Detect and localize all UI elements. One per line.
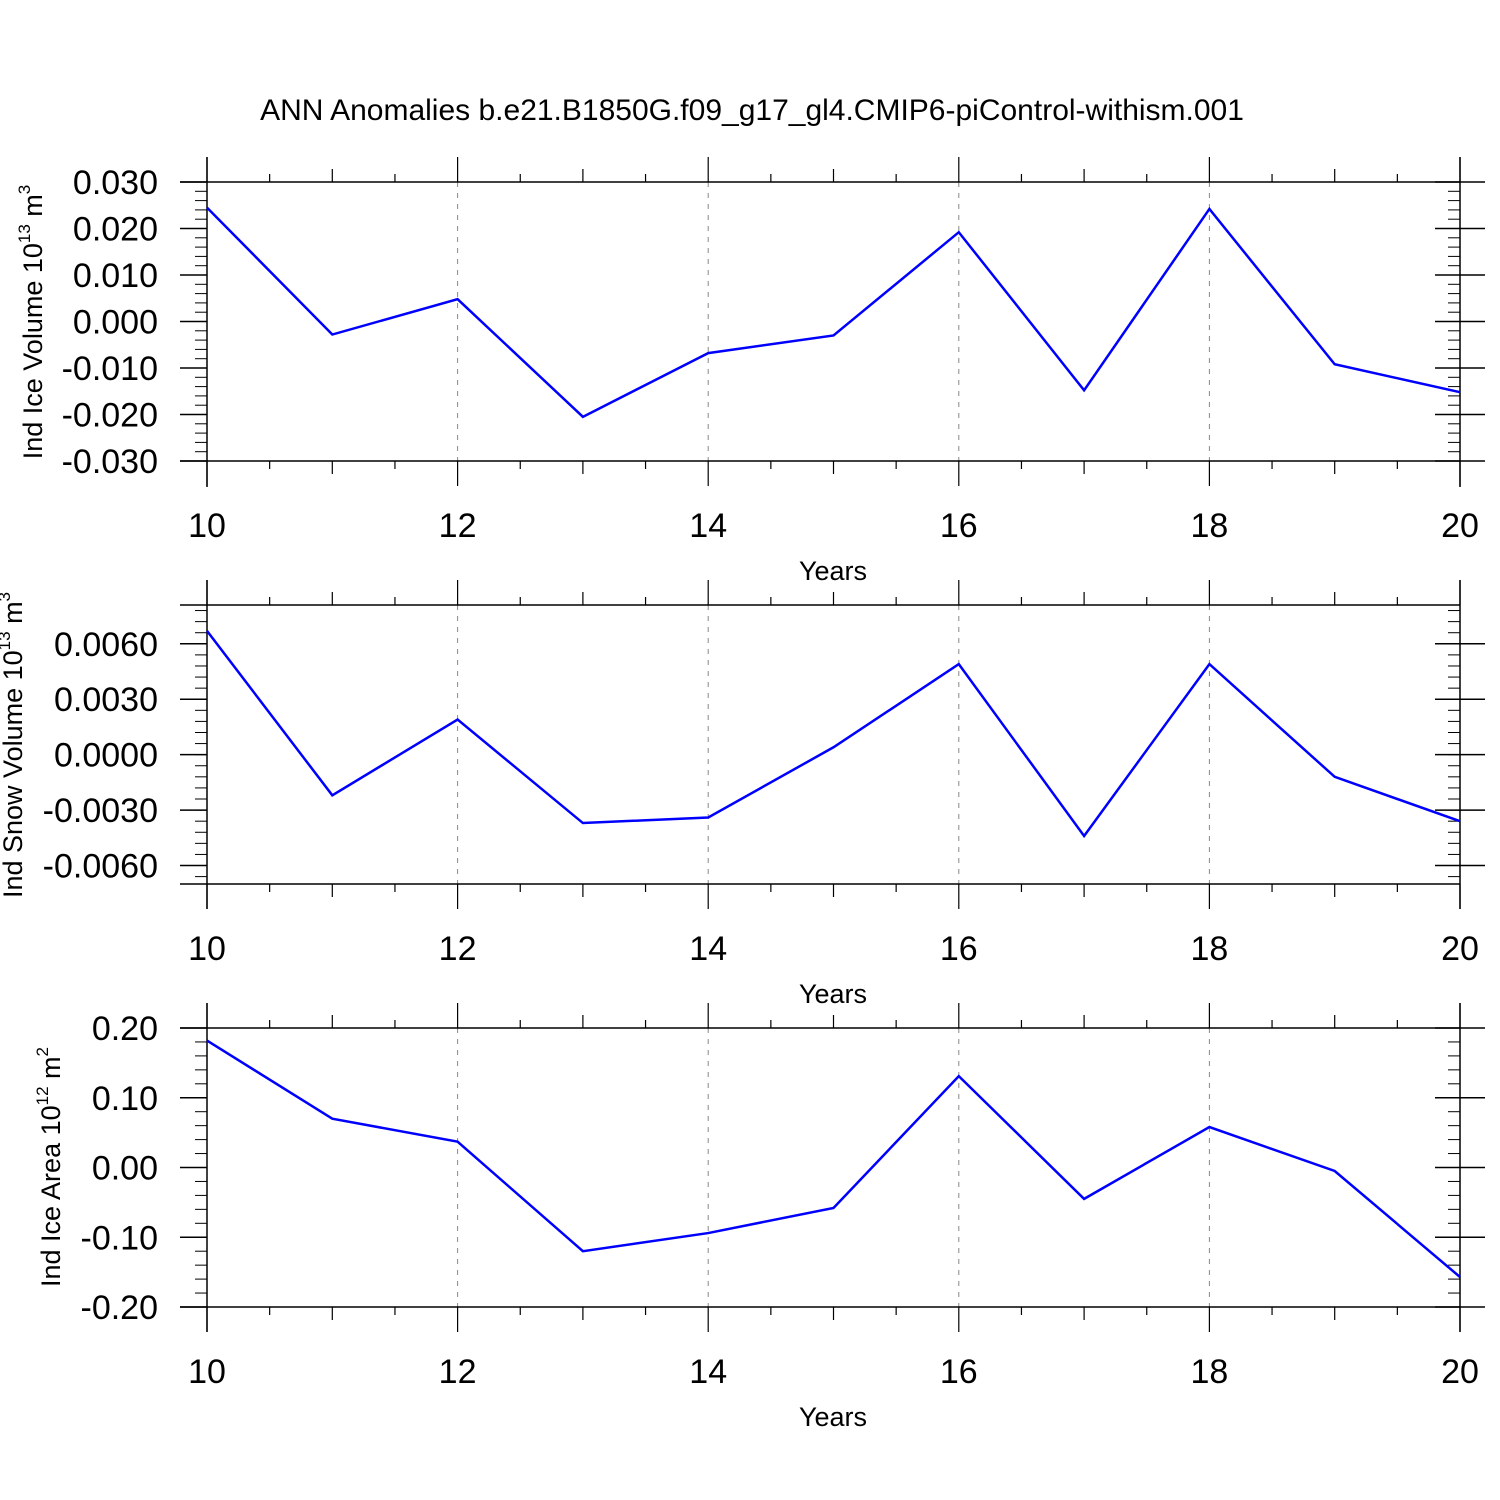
y-tick-label: -0.0060 [43, 848, 158, 886]
y-axis-label-unit-exponent: 2 [33, 1047, 52, 1056]
y-axis-label: Ind Snow Volume 1013 m3 [0, 592, 28, 898]
y-axis-label-unit-exponent: 3 [0, 592, 14, 601]
y-tick-label: 0.0000 [54, 737, 158, 775]
chart-title: ANN Anomalies b.e21.B1850G.f09_g17_gl4.C… [260, 94, 1244, 127]
y-axis-label-text: Ind Ice Volume 10 [18, 243, 48, 459]
x-tick-label: 18 [1190, 930, 1228, 968]
x-tick-label: 10 [188, 930, 226, 968]
series-line [206, 206, 1461, 419]
x-tick-label: 10 [188, 1353, 226, 1391]
y-tick-label: 0.20 [92, 1010, 158, 1048]
series-line [206, 1039, 1461, 1278]
y-tick-label: 0.0030 [54, 681, 158, 719]
x-tick-label: 20 [1441, 1353, 1479, 1391]
x-tick-label: 18 [1190, 1353, 1228, 1391]
x-tick-label: 18 [1190, 507, 1228, 545]
chart-panel-1: 0.030 0.020 0.010 0.000 -0.010 -0.020 -0.030 10… [15, 157, 1485, 586]
x-axis-label: Years [799, 1402, 867, 1432]
x-tick-label: 14 [689, 1353, 727, 1391]
y-axis-label-text: Ind Ice Area 10 [36, 1105, 66, 1287]
x-axis-label: Years [799, 556, 867, 586]
y-axis-label: Ind Ice Volume 1013 m3 [15, 185, 48, 460]
chart-panel-3: 0.20 0.10 0.00 -0.10 -0.20 10 12 14 16 18 20 Years I… [33, 1003, 1485, 1432]
x-tick-label: 20 [1441, 930, 1479, 968]
y-axis-label: Ind Ice Area 1012 m2 [33, 1047, 66, 1287]
x-tick-label: 14 [689, 930, 727, 968]
y-tick-label: -0.0030 [43, 792, 158, 830]
x-tick-label: 12 [439, 1353, 477, 1391]
y-tick-label: -0.010 [62, 350, 158, 388]
y-tick-label: 0.0060 [54, 626, 158, 664]
y-axis-label-exponent: 13 [0, 631, 14, 650]
y-tick-label: -0.030 [62, 443, 158, 481]
y-tick-label: -0.20 [81, 1289, 159, 1327]
y-axis-label-unit: m [0, 601, 28, 631]
y-axis-label-text: Ind Snow Volume 10 [0, 650, 28, 898]
y-axis-label-unit: m [18, 194, 48, 224]
x-tick-label: 12 [439, 930, 477, 968]
y-tick-label: 0.020 [73, 211, 158, 249]
y-tick-label: 0.030 [73, 164, 158, 202]
y-axis-label-exponent: 12 [33, 1086, 52, 1105]
x-axis-label: Years [799, 979, 867, 1009]
y-axis-label-unit-exponent: 3 [15, 185, 34, 194]
y-tick-label: 0.00 [92, 1150, 158, 1188]
y-tick-label: -0.10 [81, 1219, 159, 1257]
x-tick-label: 16 [940, 1353, 978, 1391]
y-tick-label: 0.010 [73, 257, 158, 295]
x-tick-label: 12 [439, 507, 477, 545]
series-line [206, 630, 1461, 839]
y-tick-label: 0.000 [73, 304, 158, 342]
chart-panels: 0.030 0.020 0.010 0.000 -0.010 -0.020 -0.030 10… [0, 157, 1485, 1432]
x-tick-label: 10 [188, 507, 226, 545]
y-tick-label: -0.020 [62, 397, 158, 435]
y-axis-label-unit: m [36, 1056, 66, 1086]
y-axis-label-exponent: 13 [15, 224, 34, 243]
x-tick-label: 14 [689, 507, 727, 545]
x-tick-label: 20 [1441, 507, 1479, 545]
chart-panel-2: 0.0060 0.0030 0.0000 -0.0030 -0.0060 10 12 14 16… [0, 580, 1485, 1009]
x-tick-label: 16 [940, 930, 978, 968]
y-tick-label: 0.10 [92, 1080, 158, 1118]
x-tick-label: 16 [940, 507, 978, 545]
